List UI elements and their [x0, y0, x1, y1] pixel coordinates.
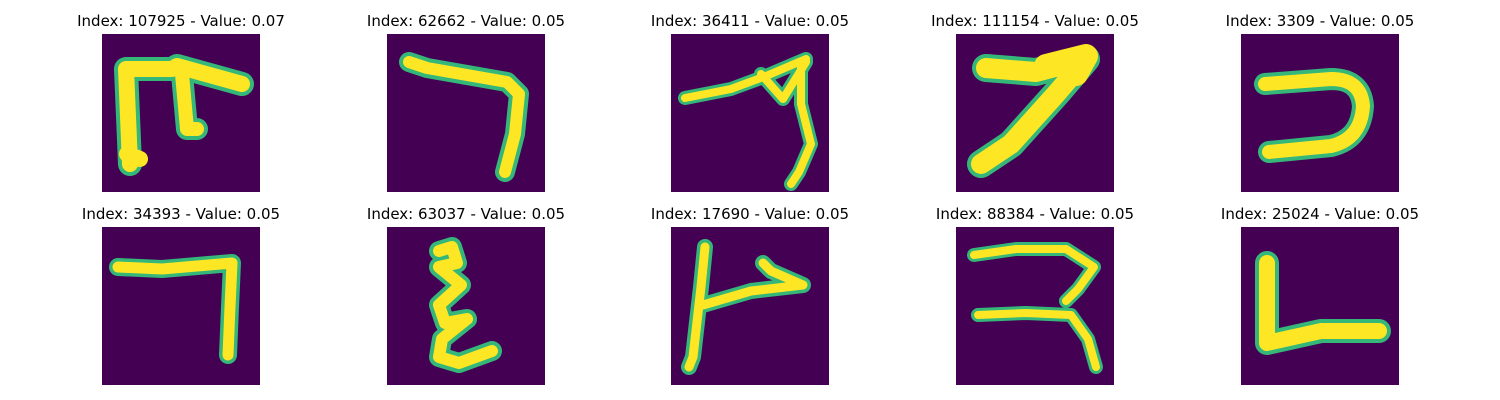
handwritten-glyph-icon [678, 52, 818, 191]
handwritten-glyph-icon [399, 52, 529, 182]
glyph-image [956, 34, 1114, 192]
handwritten-glyph-icon [429, 237, 502, 373]
glyph-image [102, 34, 260, 192]
panel-title: Index: 25024 - Value: 0.05 [1220, 205, 1420, 223]
glyph-image [387, 227, 545, 385]
panel-title: Index: 17690 - Value: 0.05 [650, 205, 850, 223]
glyph-image [671, 34, 829, 192]
glyph-image [1241, 34, 1399, 192]
handwritten-glyph-icon [681, 239, 811, 375]
handwritten-glyph-icon [1255, 251, 1391, 355]
handwritten-glyph-icon [1254, 68, 1374, 163]
panel-title: Index: 88384 - Value: 0.05 [935, 205, 1135, 223]
handwritten-glyph-icon [967, 242, 1103, 374]
panel-title: Index: 107925 - Value: 0.07 [77, 12, 285, 30]
glyph-image [102, 227, 260, 385]
panel-title: Index: 63037 - Value: 0.05 [366, 205, 566, 223]
glyph-image [1241, 227, 1399, 385]
panel-title: Index: 111154 - Value: 0.05 [931, 12, 1139, 30]
handwritten-glyph-icon [114, 54, 254, 176]
handwritten-glyph-icon [967, 44, 1100, 178]
glyph-image [387, 34, 545, 192]
panel-title: Index: 62662 - Value: 0.05 [366, 12, 566, 30]
handwritten-glyph-icon [109, 254, 241, 364]
panel-title: Index: 36411 - Value: 0.05 [650, 12, 850, 30]
glyph-image [956, 227, 1114, 385]
panel-title: Index: 3309 - Value: 0.05 [1225, 12, 1415, 30]
glyph-image [671, 227, 829, 385]
panel-title: Index: 34393 - Value: 0.05 [81, 205, 281, 223]
